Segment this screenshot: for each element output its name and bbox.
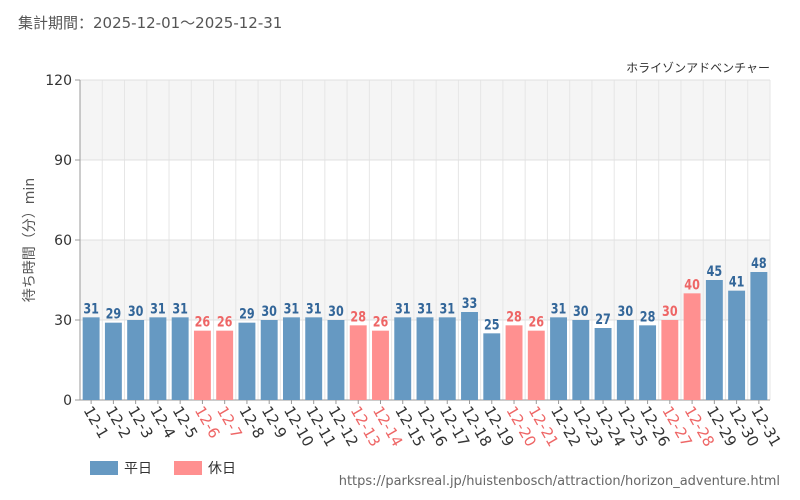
bar-12-9 xyxy=(260,320,278,400)
y-tick-label: 60 xyxy=(54,233,72,249)
legend-label-holiday: 休日 xyxy=(208,461,236,477)
bar-12-30 xyxy=(728,290,746,400)
data-label-12-4: 31 xyxy=(150,300,166,317)
y-tick-label: 30 xyxy=(54,313,72,329)
bar-12-16 xyxy=(416,317,434,400)
bar-12-10 xyxy=(282,317,300,400)
plot-band xyxy=(80,80,770,160)
data-label-12-11: 31 xyxy=(306,300,322,317)
data-label-12-26: 28 xyxy=(640,308,656,325)
bar-12-3 xyxy=(127,320,145,400)
legend: 平日 休日 xyxy=(90,458,258,478)
data-label-12-5: 31 xyxy=(172,300,188,317)
data-label-12-6: 26 xyxy=(195,313,211,330)
bar-12-24 xyxy=(594,328,612,400)
bar-12-13 xyxy=(349,325,367,400)
data-label-12-23: 30 xyxy=(573,303,589,320)
bar-12-27 xyxy=(661,320,679,400)
bar-12-19 xyxy=(483,333,501,400)
data-label-12-13: 28 xyxy=(350,308,366,325)
legend-swatch-holiday xyxy=(174,461,202,475)
data-label-12-15: 31 xyxy=(395,300,411,317)
legend-swatch-weekday xyxy=(90,461,118,475)
bar-12-1 xyxy=(82,317,100,400)
data-label-12-18: 33 xyxy=(462,295,478,312)
bar-12-28 xyxy=(683,293,701,400)
bar-12-17 xyxy=(438,317,456,400)
y-tick-label: 90 xyxy=(54,153,72,169)
bar-12-7 xyxy=(216,330,234,400)
data-label-12-20: 28 xyxy=(506,308,522,325)
period-label: 集計期間：2025-12-01～2025-12-31 xyxy=(18,14,283,32)
data-label-12-22: 31 xyxy=(551,300,567,317)
data-label-12-10: 31 xyxy=(284,300,300,317)
bar-12-26 xyxy=(639,325,657,400)
data-label-12-1: 31 xyxy=(83,300,99,317)
data-label-12-7: 26 xyxy=(217,313,233,330)
data-label-12-3: 30 xyxy=(128,303,144,320)
y-tick-label: 0 xyxy=(63,393,72,409)
data-label-12-14: 26 xyxy=(373,313,389,330)
bar-12-6 xyxy=(193,330,211,400)
data-label-12-25: 30 xyxy=(618,303,634,320)
bar-12-12 xyxy=(327,320,345,400)
bar-12-31 xyxy=(750,272,768,400)
legend-item-holiday: 休日 xyxy=(174,458,236,478)
data-label-12-19: 25 xyxy=(484,316,500,333)
bar-12-14 xyxy=(372,330,389,400)
data-label-12-30: 41 xyxy=(729,273,745,290)
plot-band xyxy=(80,240,770,320)
bar-12-2 xyxy=(104,322,122,400)
bar-12-21 xyxy=(527,330,545,400)
bar-12-18 xyxy=(461,312,478,400)
source-url: https://parksreal.jp/huistenbosch/attrac… xyxy=(338,474,780,489)
data-label-12-12: 30 xyxy=(328,303,344,320)
bar-12-23 xyxy=(572,320,590,400)
bar-12-15 xyxy=(394,317,412,400)
y-axis-label: 待ち時間（分）min xyxy=(22,178,38,302)
bar-12-8 xyxy=(238,322,256,400)
data-label-12-9: 30 xyxy=(261,303,277,320)
bar-12-25 xyxy=(616,320,634,400)
legend-item-weekday: 平日 xyxy=(90,458,152,478)
series-name: ホライゾンアドベンチャー xyxy=(626,61,770,75)
data-label-12-31: 48 xyxy=(751,255,767,272)
y-tick-label: 120 xyxy=(45,73,72,89)
bar-12-29 xyxy=(705,280,723,400)
data-label-12-27: 30 xyxy=(662,303,678,320)
bar-12-4 xyxy=(149,317,167,400)
plot-band xyxy=(80,160,770,240)
data-label-12-29: 45 xyxy=(707,263,723,280)
data-label-12-21: 26 xyxy=(529,313,545,330)
data-label-12-17: 31 xyxy=(439,300,455,317)
legend-label-weekday: 平日 xyxy=(124,461,152,477)
data-label-12-8: 29 xyxy=(239,305,255,322)
data-label-12-24: 27 xyxy=(595,311,611,328)
bar-12-22 xyxy=(550,317,568,400)
bar-12-20 xyxy=(505,325,523,400)
data-label-12-16: 31 xyxy=(417,300,433,317)
bar-12-11 xyxy=(305,317,323,400)
data-label-12-2: 29 xyxy=(106,305,122,322)
data-label-12-28: 40 xyxy=(684,276,700,293)
bar-12-5 xyxy=(171,317,189,400)
